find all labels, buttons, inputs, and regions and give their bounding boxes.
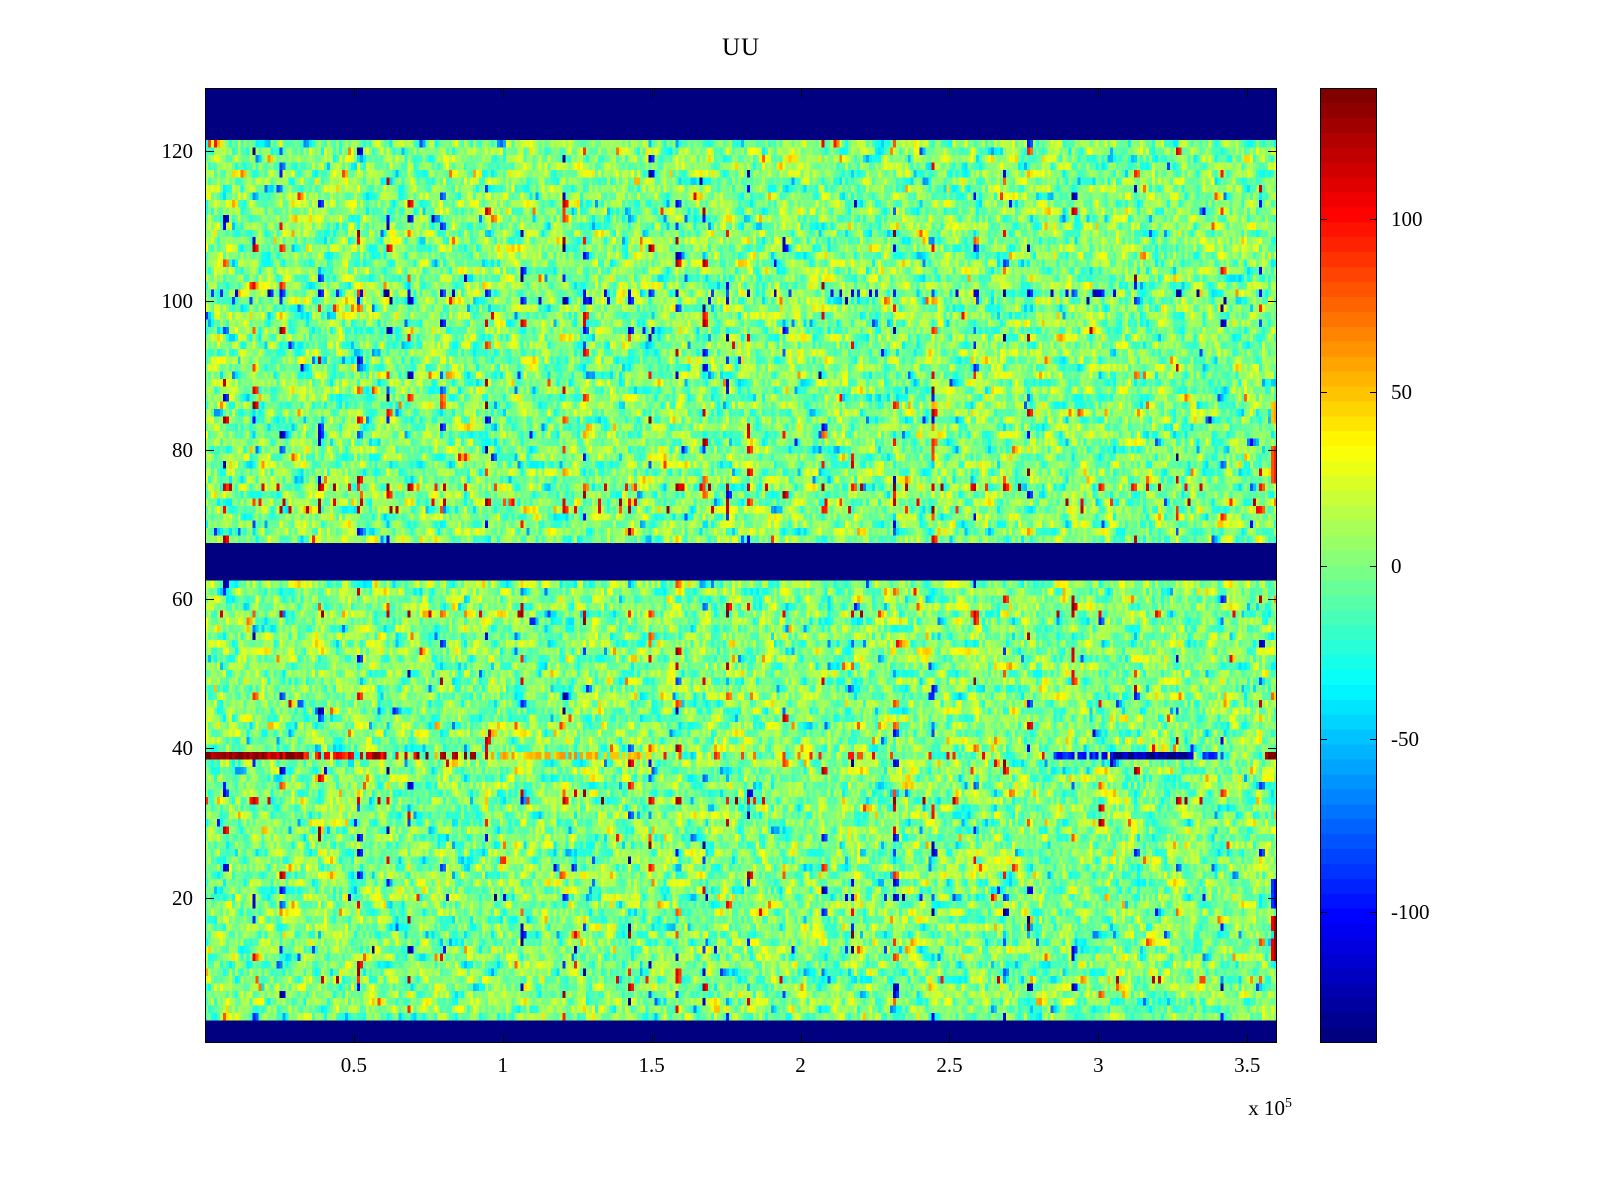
y-tick-label: 80 [172,437,193,462]
x-axis-multiplier: x 105 [1160,1096,1292,1121]
x-tick-label: 3 [1093,1053,1104,1077]
x-tick-label: 2 [795,1053,806,1077]
y-tick-label: 40 [172,736,193,761]
heatmap-canvas [205,88,1277,1043]
colorbar-tick-label: 100 [1391,207,1423,232]
y-tick-label: 20 [172,885,193,910]
chart-title: UU [721,34,761,61]
x-tick-label: 1.5 [638,1053,665,1077]
colorbar-tick-label: -100 [1391,899,1430,924]
x-axis-multiplier-prefix: x 10 [1248,1096,1285,1120]
x-tick-label: 2.5 [936,1053,963,1077]
y-tick-label: 100 [161,288,194,313]
x-tick-label: 0.5 [340,1053,367,1077]
x-axis-multiplier-exponent: 5 [1285,1096,1292,1111]
y-tick-label: 120 [161,139,194,164]
x-tick-label: 1 [497,1053,509,1077]
colorbar-tick-label: 0 [1391,553,1402,578]
colorbar-tick-label: -50 [1391,726,1419,751]
colorbar-canvas [1320,88,1377,1043]
colorbar-tick-label: 50 [1391,380,1412,405]
y-tick-label: 60 [172,587,193,612]
x-tick-label: 3.5 [1234,1053,1261,1077]
